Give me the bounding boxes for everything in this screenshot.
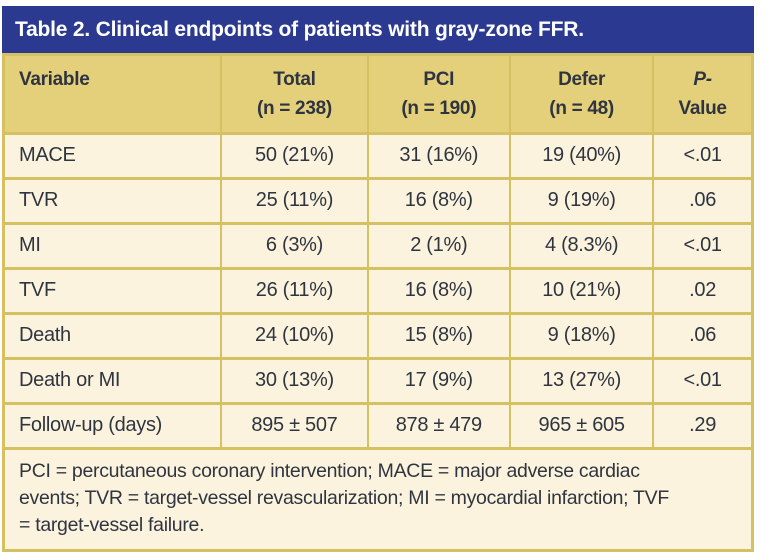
table-footnote: PCI = percutaneous coronary intervention… bbox=[5, 446, 751, 549]
column-header-variable: Variable bbox=[5, 56, 222, 134]
cell-defer: 965 ± 605 bbox=[509, 401, 654, 447]
cell-pci: 16 (8%) bbox=[366, 176, 511, 224]
cell-variable: MI bbox=[5, 221, 222, 269]
cell-pci: 31 (16%) bbox=[366, 131, 511, 179]
table-title: Table 2. Clinical endpoints of patients … bbox=[15, 17, 584, 41]
column-header-total: Total (n = 238) bbox=[220, 56, 368, 134]
footnote-text: PCI = percutaneous coronary intervention… bbox=[19, 459, 669, 536]
cell-variable: Death bbox=[5, 311, 222, 359]
cell-variable: MACE bbox=[5, 131, 222, 179]
cell-total: 895 ± 507 bbox=[220, 401, 368, 447]
cell-total: 25 (11%) bbox=[220, 176, 368, 224]
cell-total: 24 (10%) bbox=[220, 311, 368, 359]
cell-p-value: <.01 bbox=[652, 131, 751, 179]
table-body-wrap: Variable Total (n = 238) PCI (n = 190) D… bbox=[2, 53, 754, 552]
cell-total: 30 (13%) bbox=[220, 356, 368, 404]
table-row: Follow-up (days) 895 ± 507 878 ± 479 965 ± … bbox=[5, 401, 751, 447]
table-row: Death or MI 30 (13%) 17 (9%) 13 (27%) <.01 bbox=[5, 356, 751, 404]
endpoints-table: Variable Total (n = 238) PCI (n = 190) D… bbox=[5, 56, 751, 447]
cell-defer: 9 (18%) bbox=[509, 311, 654, 359]
cell-variable: Death or MI bbox=[5, 356, 222, 404]
cell-p-value: <.01 bbox=[652, 221, 751, 269]
cell-pci: 17 (9%) bbox=[366, 356, 511, 404]
cell-p-value: .06 bbox=[652, 311, 751, 359]
cell-pci: 15 (8%) bbox=[366, 311, 511, 359]
table-row: Death 24 (10%) 15 (8%) 9 (18%) .06 bbox=[5, 311, 751, 359]
cell-p-value: .06 bbox=[652, 176, 751, 224]
cell-total: 6 (3%) bbox=[220, 221, 368, 269]
cell-total: 50 (21%) bbox=[220, 131, 368, 179]
cell-variable: TVF bbox=[5, 266, 222, 314]
cell-pci: 2 (1%) bbox=[366, 221, 511, 269]
cell-total: 26 (11%) bbox=[220, 266, 368, 314]
clinical-endpoints-table-card: Table 2. Clinical endpoints of patients … bbox=[2, 6, 754, 552]
column-header-p-value: P- Value bbox=[652, 56, 751, 134]
table-title-bar: Table 2. Clinical endpoints of patients … bbox=[2, 6, 754, 53]
header-row: Variable Total (n = 238) PCI (n = 190) D… bbox=[5, 56, 751, 134]
cell-pci: 16 (8%) bbox=[366, 266, 511, 314]
cell-defer: 13 (27%) bbox=[509, 356, 654, 404]
table-row: MACE 50 (21%) 31 (16%) 19 (40%) <.01 bbox=[5, 131, 751, 179]
cell-variable: Follow-up (days) bbox=[5, 401, 222, 447]
table-row: MI 6 (3%) 2 (1%) 4 (8.3%) <.01 bbox=[5, 221, 751, 269]
cell-defer: 10 (21%) bbox=[509, 266, 654, 314]
cell-p-value: .29 bbox=[652, 401, 751, 447]
cell-defer: 19 (40%) bbox=[509, 131, 654, 179]
cell-p-value: .02 bbox=[652, 266, 751, 314]
cell-p-value: <.01 bbox=[652, 356, 751, 404]
cell-variable: TVR bbox=[5, 176, 222, 224]
cell-pci: 878 ± 479 bbox=[366, 401, 511, 447]
table-row: TVR 25 (11%) 16 (8%) 9 (19%) .06 bbox=[5, 176, 751, 224]
column-header-pci: PCI (n = 190) bbox=[366, 56, 511, 134]
cell-defer: 4 (8.3%) bbox=[509, 221, 654, 269]
table-row: TVF 26 (11%) 16 (8%) 10 (21%) .02 bbox=[5, 266, 751, 314]
cell-defer: 9 (19%) bbox=[509, 176, 654, 224]
column-header-defer: Defer (n = 48) bbox=[509, 56, 654, 134]
